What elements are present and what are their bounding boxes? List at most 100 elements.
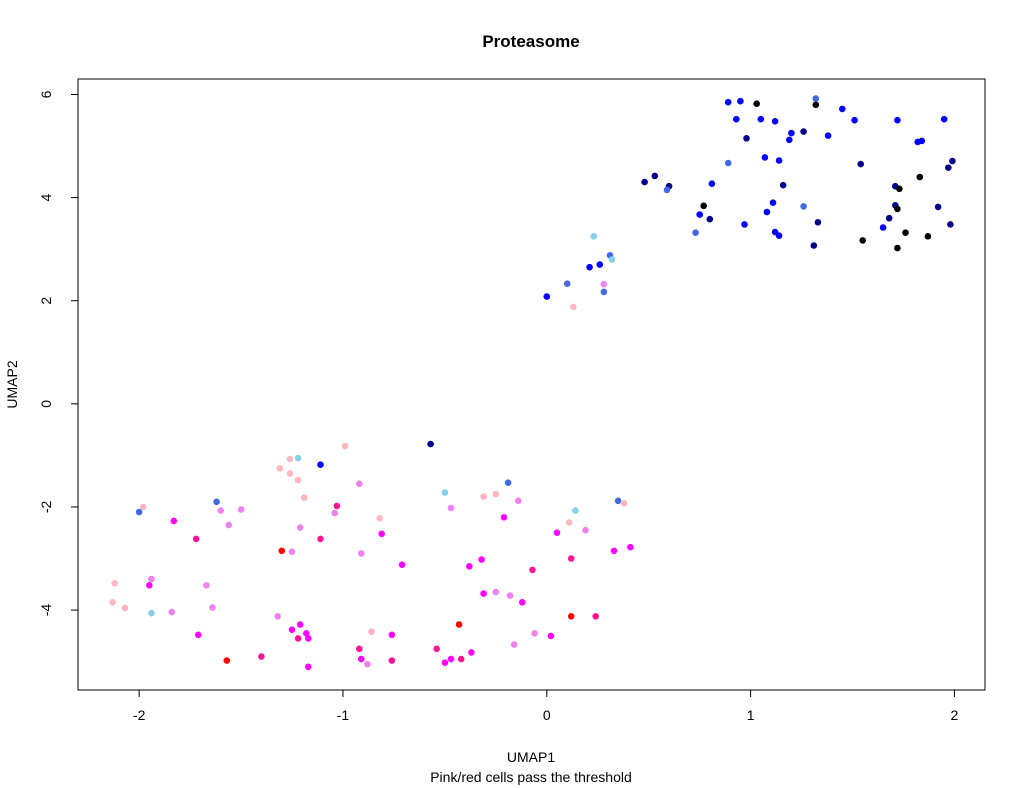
data-point [455, 621, 463, 628]
data-point [800, 128, 807, 135]
data-point [447, 504, 455, 512]
data-point [800, 203, 807, 210]
data-point [940, 115, 948, 123]
data-point [305, 663, 312, 671]
data-point [441, 659, 449, 666]
chart-title: Proteasome [482, 32, 579, 51]
data-point [724, 98, 732, 106]
data-point [949, 157, 956, 165]
points-layer [109, 95, 956, 671]
data-point [945, 164, 952, 171]
data-point [398, 561, 406, 568]
y-tick-label: 2 [38, 297, 54, 305]
data-point [296, 621, 304, 628]
data-point [771, 118, 779, 125]
data-point [192, 535, 200, 543]
data-point [596, 261, 604, 268]
data-point [500, 514, 508, 521]
data-point [225, 521, 233, 529]
data-point [223, 657, 231, 664]
data-point [586, 263, 593, 271]
data-point [775, 157, 783, 164]
data-point [553, 529, 561, 536]
data-point [824, 132, 832, 139]
data-point [510, 641, 518, 648]
data-point [274, 613, 282, 620]
data-point [203, 582, 210, 589]
data-point [278, 547, 286, 555]
data-point [914, 138, 921, 146]
data-point [590, 233, 597, 240]
data-point [364, 660, 371, 668]
data-point [563, 280, 571, 288]
data-point [294, 454, 302, 462]
data-point [706, 215, 714, 223]
data-point [457, 655, 465, 663]
data-point [111, 580, 118, 587]
data-point [567, 555, 575, 562]
data-point [466, 563, 473, 570]
data-point [217, 507, 224, 514]
data-point [757, 115, 765, 123]
data-point [610, 547, 618, 555]
x-tick-label: -1 [337, 707, 350, 723]
data-point [427, 440, 434, 448]
data-point [572, 507, 579, 514]
data-point [814, 219, 822, 226]
data-point [135, 508, 143, 516]
data-point [286, 470, 294, 477]
data-point [478, 556, 485, 563]
data-point [741, 221, 748, 228]
data-point [468, 649, 475, 656]
data-point [139, 503, 147, 511]
data-point [294, 635, 302, 642]
data-point [376, 515, 384, 522]
data-point [894, 116, 901, 124]
data-point [788, 129, 795, 137]
data-point [356, 645, 363, 653]
data-point [620, 500, 628, 507]
data-point [358, 550, 365, 557]
data-point [504, 479, 512, 487]
data-point [286, 455, 294, 463]
data-point [859, 237, 866, 244]
data-point [786, 136, 793, 144]
data-point [433, 645, 441, 653]
data-point [857, 160, 864, 168]
data-point [600, 280, 608, 288]
data-point [708, 180, 716, 187]
x-tick-label: 1 [747, 707, 755, 723]
data-point [696, 211, 703, 218]
data-point [168, 608, 176, 616]
y-tick-label: -4 [38, 604, 54, 617]
data-point [769, 199, 777, 206]
data-point [894, 244, 901, 252]
data-point [317, 461, 324, 469]
data-point [879, 224, 887, 231]
data-point [779, 181, 787, 189]
data-point [368, 628, 375, 635]
data-point [258, 653, 265, 660]
data-point [700, 202, 707, 210]
data-point [358, 655, 365, 663]
data-point [608, 256, 616, 263]
data-point [213, 498, 220, 506]
data-point [934, 203, 942, 211]
y-axis-label: UMAP2 [4, 360, 20, 408]
data-point [170, 517, 178, 525]
data-point [724, 159, 732, 167]
x-axis-label: UMAP1 [507, 749, 555, 765]
x-tick-label: 0 [543, 707, 551, 723]
data-point [148, 575, 155, 583]
data-point [388, 657, 396, 664]
data-point [480, 493, 487, 500]
data-point [356, 480, 363, 488]
data-point [896, 185, 903, 193]
data-point [565, 519, 573, 526]
data-point [663, 186, 671, 194]
data-point [582, 526, 589, 534]
x-tick-label: 2 [951, 707, 959, 723]
data-point [378, 530, 386, 538]
data-point [303, 630, 310, 637]
